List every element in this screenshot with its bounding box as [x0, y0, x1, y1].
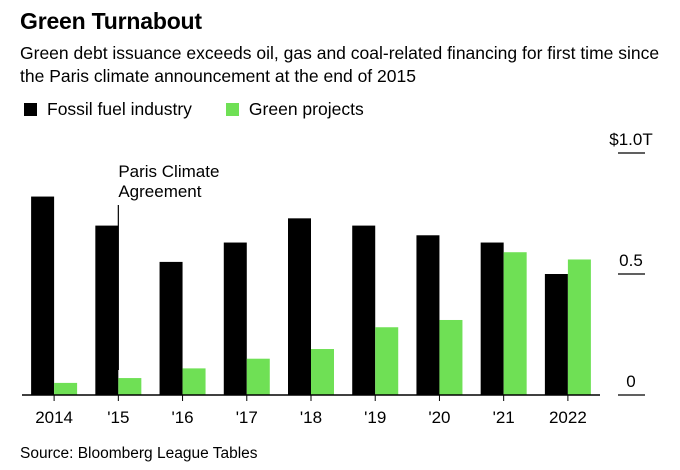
source-note: Source: Bloomberg League Tables	[20, 445, 258, 462]
bar-green-4	[311, 349, 334, 395]
bar-green-5	[375, 327, 399, 395]
bar-fossil-2	[159, 261, 183, 395]
bar-fossil-0	[31, 196, 55, 395]
bar-fossil-3	[223, 242, 247, 395]
x-tick-label-7: '21	[493, 408, 515, 427]
legend-label-fossil: Fossil fuel industry	[47, 99, 192, 119]
bar-fossil-5	[352, 225, 376, 395]
x-tick-label-0: 2014	[35, 408, 73, 427]
bar-green-6	[439, 319, 463, 395]
bar-green-2	[182, 368, 206, 395]
bar-green-0	[54, 382, 78, 395]
x-tick-label-1: '15	[107, 408, 129, 427]
y-tick-label-1: 0.5	[619, 251, 643, 270]
bar-green-8	[567, 259, 591, 395]
x-tick-label-8: 2022	[549, 408, 587, 427]
legend-swatch-fossil	[24, 103, 37, 116]
x-tick-label-6: '20	[428, 408, 450, 427]
chart-title: Green Turnabout	[20, 8, 202, 34]
bar-fossil-6	[416, 235, 440, 395]
chart-subtitle: Green debt issuance exceeds oil, gas and…	[20, 43, 660, 86]
bar-green-1	[118, 378, 142, 395]
bar-fossil-4	[288, 218, 311, 395]
bar-green-3	[246, 358, 270, 395]
legend-label-green: Green projects	[248, 99, 364, 119]
annotation-label-line2: Agreement	[118, 182, 201, 201]
bar-fossil-7	[480, 242, 504, 395]
y-tick-label-0: 0	[626, 372, 635, 391]
bar-fossil-1	[95, 225, 119, 395]
legend: Fossil fuel industry Green projects	[24, 99, 398, 120]
legend-swatch-green	[225, 103, 239, 116]
bar-green-7	[503, 252, 527, 395]
x-tick-label-4: '18	[300, 408, 322, 427]
x-tick-label-3: '17	[236, 408, 258, 427]
x-tick-label-2: '16	[171, 408, 193, 427]
bar-fossil-8	[544, 274, 568, 395]
legend-item-fossil: Fossil fuel industry	[24, 99, 192, 120]
legend-item-green: Green projects	[225, 99, 364, 120]
annotation-label-line1: Paris Climate	[118, 162, 219, 181]
y-tick-label-2: $1.0T	[609, 130, 652, 149]
x-tick-label-5: '19	[364, 408, 386, 427]
